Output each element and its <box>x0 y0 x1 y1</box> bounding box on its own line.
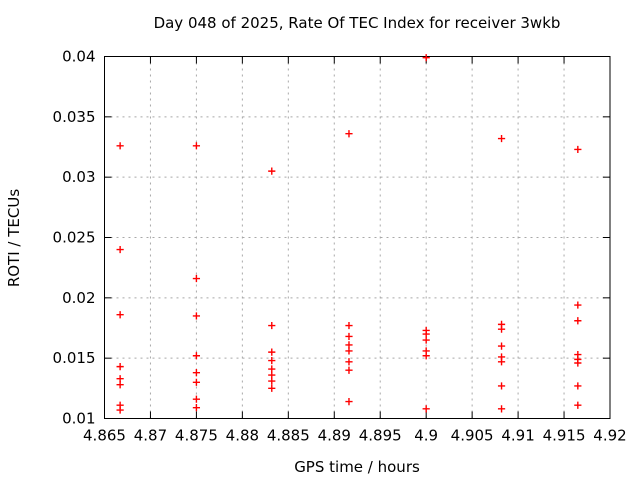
data-point-marker <box>497 358 506 366</box>
data-point-marker <box>422 330 430 338</box>
y-axis-label: ROTI / TECUs <box>5 188 23 288</box>
data-point-marker <box>574 317 582 325</box>
data-point-marker <box>192 369 201 377</box>
data-point-marker <box>116 363 124 371</box>
data-point-marker <box>422 352 430 360</box>
x-tick-label: 4.9 <box>414 427 438 445</box>
data-point-marker <box>116 406 124 414</box>
data-point-marker <box>192 274 201 283</box>
data-point-marker <box>345 332 353 341</box>
data-point-marker <box>116 381 124 389</box>
data-point-marker <box>574 359 582 367</box>
x-tick-label: 4.915 <box>543 427 586 445</box>
data-point-marker <box>345 366 353 374</box>
y-tick-label: 0.01 <box>62 410 95 428</box>
chart-title: Day 048 of 2025, Rate Of TEC Index for r… <box>153 14 561 32</box>
data-point-marker <box>268 377 276 385</box>
data-point-marker <box>345 347 353 355</box>
x-tick-label: 4.92 <box>593 427 626 445</box>
x-tick-label: 4.87 <box>134 427 167 445</box>
y-tick-label: 0.035 <box>53 108 96 126</box>
y-tick-label: 0.025 <box>53 229 96 247</box>
data-point-marker <box>192 142 201 150</box>
data-point-marker <box>116 311 124 319</box>
data-point-marker <box>116 142 124 150</box>
x-tick-label: 4.905 <box>451 427 494 445</box>
data-point-marker <box>422 405 430 413</box>
data-point-marker <box>268 167 276 175</box>
data-point-marker <box>192 312 201 320</box>
data-point-marker <box>268 365 276 373</box>
x-tick-label: 4.895 <box>359 427 402 445</box>
x-axis-label: GPS time / hours <box>294 458 420 476</box>
y-tick-label: 0.03 <box>62 168 95 186</box>
data-point-marker <box>345 341 353 349</box>
data-point-marker <box>268 348 276 356</box>
data-point-marker <box>192 404 201 412</box>
x-tick-label: 4.885 <box>267 427 310 445</box>
data-point-marker <box>116 375 124 383</box>
data-point-marker <box>268 371 276 379</box>
data-point-marker <box>497 134 506 143</box>
x-tick-label: 4.89 <box>318 427 351 445</box>
data-point-marker <box>345 358 353 366</box>
data-point-marker <box>497 382 506 390</box>
data-point-marker <box>574 401 582 409</box>
data-point-marker <box>574 301 582 309</box>
x-tick-label: 4.865 <box>83 427 126 445</box>
data-point-marker <box>574 382 582 390</box>
data-point-marker <box>497 342 506 350</box>
y-tick-label: 0.04 <box>62 48 95 66</box>
data-point-marker <box>116 245 124 254</box>
data-point-marker <box>422 336 430 344</box>
data-point-marker <box>345 130 353 138</box>
data-point-marker <box>574 145 582 154</box>
data-point-marker <box>268 384 276 392</box>
data-point-marker <box>268 321 276 330</box>
data-point-marker <box>497 325 506 333</box>
data-point-marker <box>345 321 353 330</box>
x-tick-label: 4.91 <box>501 427 534 445</box>
data-point-marker <box>192 352 201 360</box>
data-point-marker <box>422 54 430 62</box>
data-point-marker <box>345 398 353 406</box>
data-point-marker <box>268 356 276 365</box>
data-point-marker <box>497 405 506 413</box>
y-tick-label: 0.015 <box>53 349 96 367</box>
data-point-marker <box>192 378 201 386</box>
x-tick-label: 4.875 <box>175 427 218 445</box>
data-point-marker <box>192 395 201 403</box>
y-tick-label: 0.02 <box>62 289 95 307</box>
x-tick-label: 4.88 <box>226 427 259 445</box>
